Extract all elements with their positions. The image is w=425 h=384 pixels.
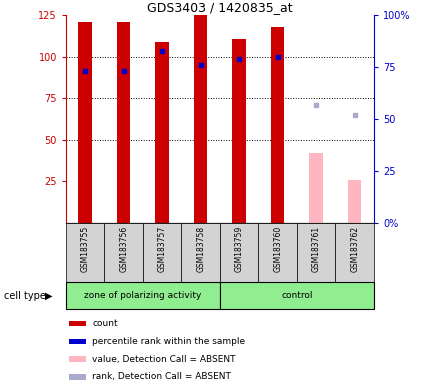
Bar — [194, 15, 207, 223]
Bar — [69, 374, 86, 380]
Bar — [105, 223, 143, 282]
Text: zone of polarizing activity: zone of polarizing activity — [84, 291, 201, 300]
Bar — [66, 223, 105, 282]
Text: GSM183762: GSM183762 — [350, 226, 359, 272]
Bar — [143, 223, 181, 282]
Title: GDS3403 / 1420835_at: GDS3403 / 1420835_at — [147, 1, 293, 14]
Bar — [78, 22, 92, 223]
Text: GSM183760: GSM183760 — [273, 226, 282, 272]
Text: control: control — [281, 291, 313, 300]
Text: GSM183758: GSM183758 — [196, 226, 205, 272]
Bar — [220, 282, 374, 309]
Text: cell type: cell type — [4, 291, 46, 301]
Bar — [156, 42, 169, 223]
Bar — [309, 153, 323, 223]
Bar — [181, 223, 220, 282]
Text: GSM183755: GSM183755 — [81, 226, 90, 272]
Text: GSM183759: GSM183759 — [235, 226, 244, 272]
Text: ▶: ▶ — [45, 291, 52, 301]
Text: GSM183761: GSM183761 — [312, 226, 321, 272]
Bar — [220, 223, 258, 282]
Text: GSM183757: GSM183757 — [158, 226, 167, 272]
Bar — [258, 223, 297, 282]
Text: percentile rank within the sample: percentile rank within the sample — [92, 337, 245, 346]
Bar — [66, 282, 220, 309]
Bar — [271, 27, 284, 223]
Bar — [117, 22, 130, 223]
Bar — [69, 356, 86, 362]
Bar — [348, 180, 362, 223]
Text: value, Detection Call = ABSENT: value, Detection Call = ABSENT — [92, 355, 235, 364]
Bar — [297, 223, 335, 282]
Text: GSM183756: GSM183756 — [119, 226, 128, 272]
Bar — [69, 321, 86, 326]
Text: count: count — [92, 319, 118, 328]
Text: rank, Detection Call = ABSENT: rank, Detection Call = ABSENT — [92, 372, 231, 381]
Bar — [232, 38, 246, 223]
Bar — [69, 339, 86, 344]
Bar — [335, 223, 374, 282]
